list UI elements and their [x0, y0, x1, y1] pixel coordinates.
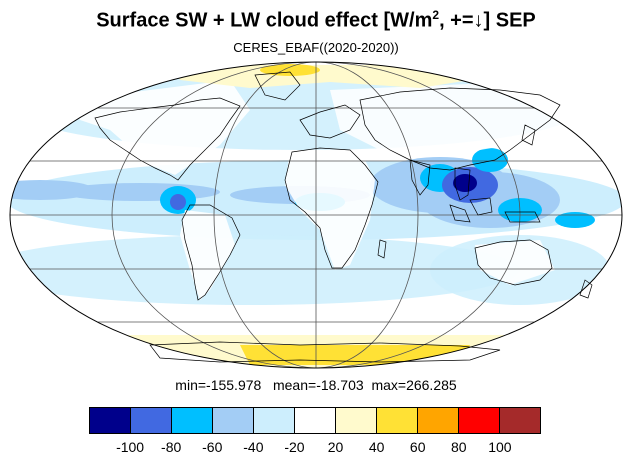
field-itcz-pacific-east — [60, 183, 220, 201]
colorbar-tick-label: -100 — [116, 439, 145, 455]
colorbar-swatch — [336, 408, 377, 433]
stats-max-value: 266.285 — [406, 377, 457, 393]
land-australia — [475, 240, 555, 285]
colorbar-tick-label: -80 — [161, 439, 182, 455]
title-suffix: , +=↓] SEP — [439, 9, 536, 32]
coast-australia — [474, 239, 553, 286]
title-prefix: Surface SW + LW cloud effect [W/m — [96, 9, 433, 32]
coast-new-guinea — [504, 211, 541, 223]
colorbar-swatch — [90, 408, 131, 433]
stats-max-label: max= — [371, 377, 407, 393]
colorbar-swatch — [459, 408, 500, 433]
coast-europe — [299, 104, 361, 139]
coast-japan — [521, 124, 536, 146]
stats-line: min=-155.978 mean=-18.703 max=266.285 — [0, 377, 632, 393]
field-arctic — [170, 65, 470, 88]
colorbar-swatch — [172, 408, 213, 433]
field-core-panama-deep — [170, 194, 186, 210]
colorbar-swatch — [500, 408, 540, 433]
stats-min-value: -155.978 — [206, 377, 262, 393]
colorbar-tick-label: -20 — [284, 439, 305, 455]
field-core-west-pacific — [555, 212, 595, 228]
stats-min-label: min= — [175, 377, 207, 393]
colorbar-tick-label: 100 — [488, 439, 512, 455]
colorbar-ticks: -100 -80 -60 -40 -20 20 40 60 80 100 — [0, 439, 632, 457]
coast-india — [409, 159, 431, 196]
colorbar-swatch — [418, 408, 459, 433]
coast-africa — [284, 147, 379, 269]
stats-mean-value: -18.703 — [316, 377, 364, 393]
land-africa — [285, 150, 375, 270]
stats-mean-label: mean= — [272, 377, 317, 393]
stats-gap-1 — [261, 377, 273, 393]
colorbar-tick-label: 20 — [327, 439, 344, 455]
colorbar-swatch — [131, 408, 172, 433]
colorbar-swatch — [377, 408, 418, 433]
land-north-america — [70, 80, 250, 175]
colorbar-tick-label: 40 — [368, 439, 385, 455]
colorbar-swatch — [213, 408, 254, 433]
map-subtitle: CERES_EBAF((2020-2020)) — [233, 40, 399, 55]
meridian-90 — [213, 62, 419, 368]
colorbar — [89, 407, 541, 434]
field-core-maritime-deep — [453, 174, 477, 192]
meridian-180 — [111, 62, 521, 368]
colorbar-tick-label: -60 — [202, 439, 223, 455]
colorbar-tick-label: -40 — [243, 439, 264, 455]
colorbar-swatch — [254, 408, 295, 433]
coast-north-america — [94, 97, 241, 181]
coast-south-america — [181, 204, 241, 301]
coast-madagascar — [377, 239, 387, 259]
field-core-philippines — [472, 148, 508, 172]
coast-indochina — [454, 167, 471, 201]
coast-greenland — [254, 71, 301, 101]
map-title: Surface SW + LW cloud effect [W/m2, +=↓]… — [0, 8, 632, 33]
coast-borneo — [469, 197, 493, 216]
colorbar-tick-label: 80 — [451, 439, 467, 455]
title-superscript: 2 — [432, 8, 440, 22]
coast-sumatra — [449, 204, 471, 223]
coast-antarctica — [149, 341, 501, 363]
colorbar-tick-label: 60 — [409, 439, 426, 455]
colorbar-swatch — [295, 408, 336, 433]
globe-outline — [9, 61, 623, 369]
graticule — [10, 62, 622, 368]
